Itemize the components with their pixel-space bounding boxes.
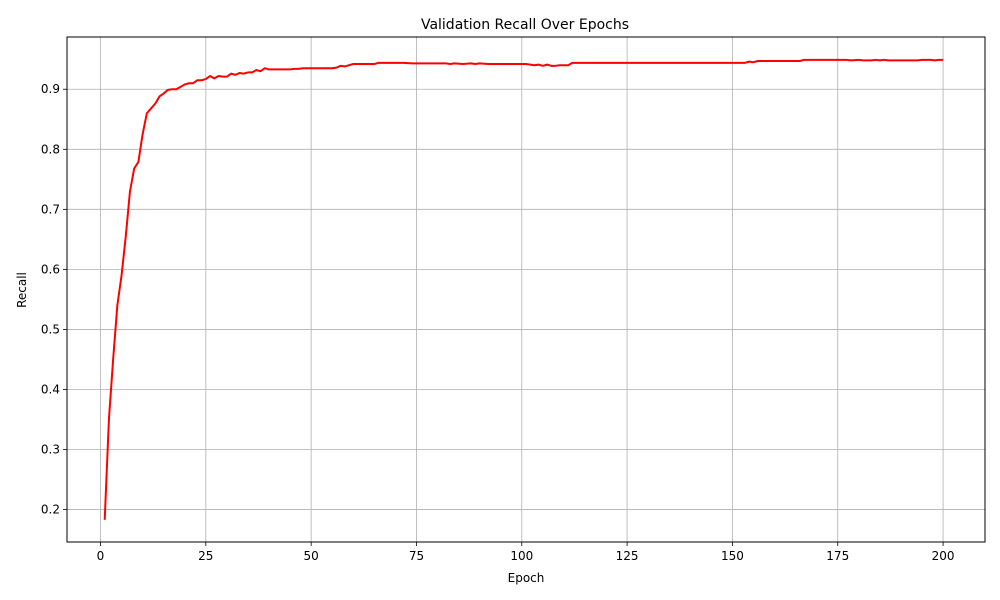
y-tick-label: 0.7	[41, 202, 60, 216]
x-tick-label: 100	[510, 549, 533, 563]
y-tick-label: 0.2	[41, 503, 60, 517]
x-tick-label: 175	[826, 549, 849, 563]
y-tick-label: 0.4	[41, 382, 60, 396]
x-tick-label: 25	[198, 549, 213, 563]
x-tick-label: 0	[97, 549, 105, 563]
y-axis-label: Recall	[15, 272, 29, 308]
y-axis-ticks: 0.2 0.3 0.4 0.5 0.6 0.7 0.8 0.9	[41, 82, 67, 517]
series-line-0	[103, 58, 944, 520]
x-tick-label: 125	[616, 549, 639, 563]
x-tick-label: 150	[721, 549, 744, 563]
x-axis-ticks: 0 25 50 75 100 125 150 175 200	[97, 542, 955, 563]
chart-title: Validation Recall Over Epochs	[421, 17, 629, 33]
y-tick-label: 0.5	[41, 322, 60, 336]
y-tick-label: 0.9	[41, 82, 60, 96]
y-tick-label: 0.8	[41, 142, 60, 156]
plot-area-frame	[66, 36, 986, 543]
x-axis-label: Epoch	[508, 571, 545, 585]
y-tick-label: 0.6	[41, 262, 60, 276]
x-tick-label: 50	[303, 549, 318, 563]
series-layer	[103, 58, 944, 520]
x-tick-label: 75	[409, 549, 424, 563]
y-tick-label: 0.3	[41, 443, 60, 457]
grid	[67, 37, 985, 542]
x-tick-label: 200	[932, 549, 955, 563]
